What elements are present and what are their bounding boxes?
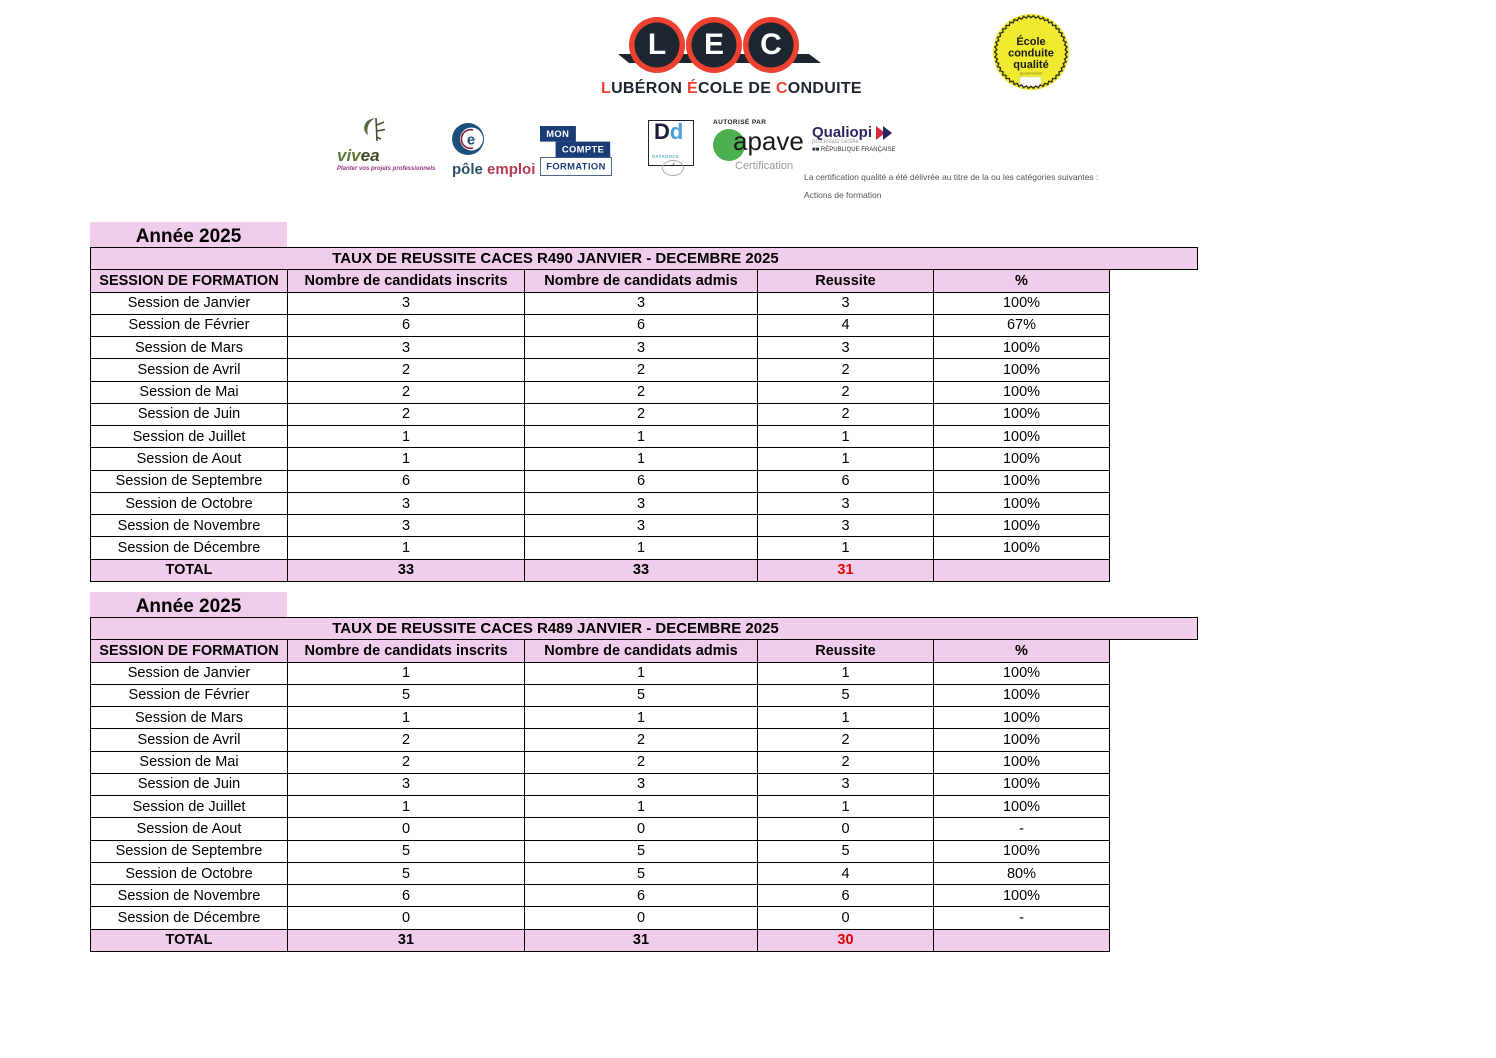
svg-text:e: e xyxy=(467,132,475,149)
svg-text:C: C xyxy=(760,28,782,61)
svg-text:L: L xyxy=(648,28,666,61)
svg-text:E: E xyxy=(704,28,724,61)
